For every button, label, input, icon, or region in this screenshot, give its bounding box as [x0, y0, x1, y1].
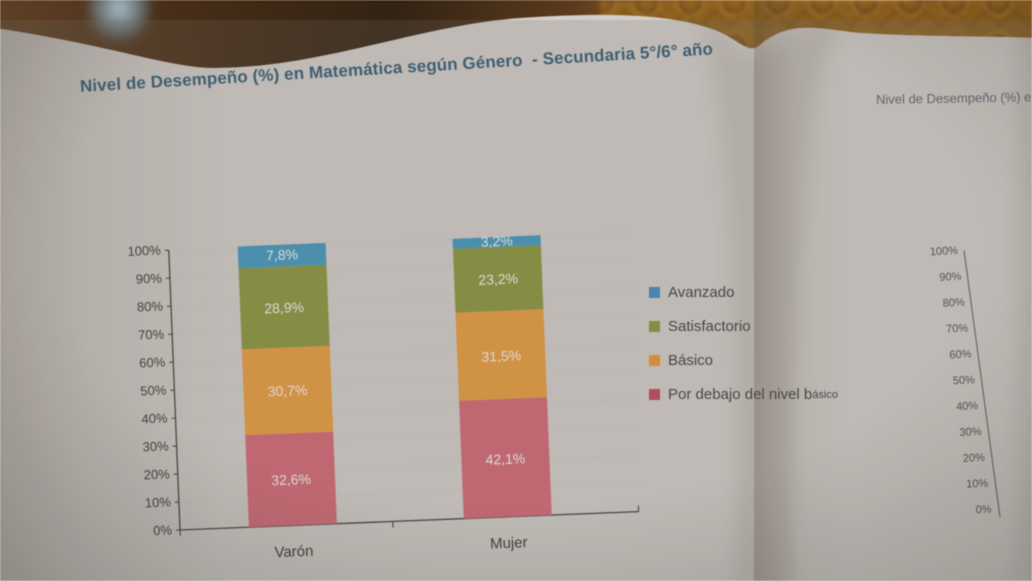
svg-text:70%: 70% — [946, 322, 969, 335]
svg-text:0%: 0% — [975, 503, 992, 516]
svg-text:10%: 10% — [966, 478, 989, 491]
svg-text:30%: 30% — [959, 426, 982, 439]
svg-text:100%: 100% — [930, 245, 959, 258]
svg-text:20%: 20% — [963, 452, 986, 465]
svg-text:50%: 50% — [952, 374, 975, 387]
svg-text:90%: 90% — [939, 271, 962, 284]
svg-text:60%: 60% — [949, 348, 972, 361]
svg-text:40%: 40% — [956, 400, 979, 413]
svg-text:80%: 80% — [942, 297, 965, 310]
